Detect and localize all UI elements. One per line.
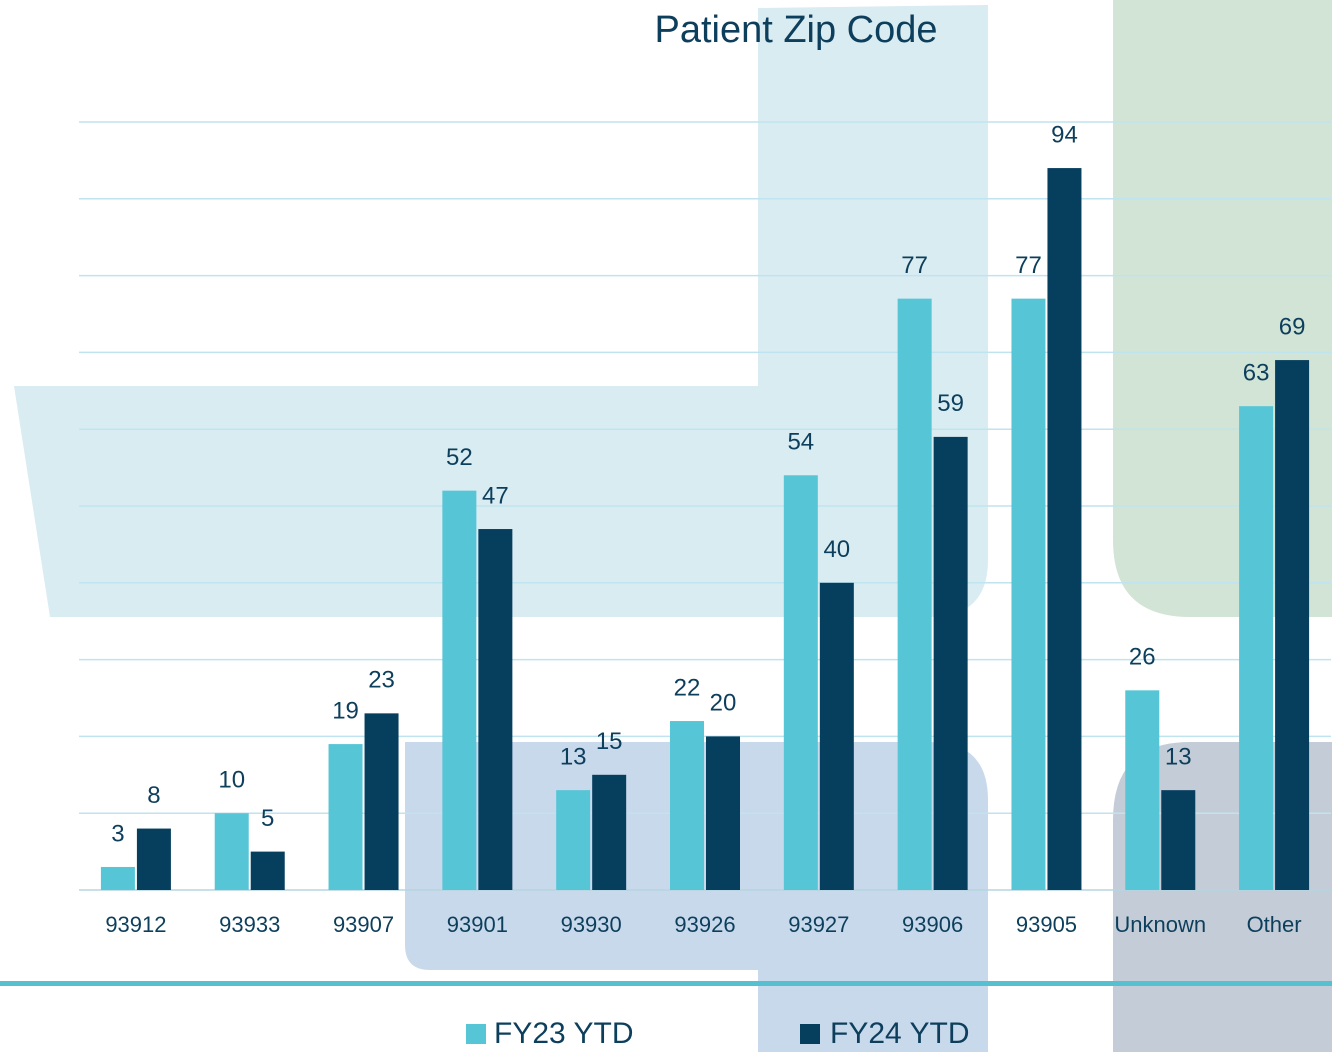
data-label: 69 — [1279, 313, 1306, 340]
x-tick-label: Unknown — [1114, 912, 1206, 937]
data-label: 77 — [1015, 252, 1042, 279]
bar — [670, 721, 704, 890]
bar — [1125, 690, 1160, 890]
x-tick-label: 93912 — [105, 912, 166, 937]
x-tick-label: Other — [1247, 912, 1302, 937]
data-label: 13 — [560, 744, 587, 771]
bar — [592, 774, 627, 890]
x-tick-label: 93927 — [788, 912, 849, 937]
data-label: 54 — [787, 429, 814, 456]
bar — [250, 851, 285, 890]
legend-swatch — [800, 1024, 820, 1044]
bar — [1239, 406, 1274, 890]
x-tick-label: 93905 — [1016, 912, 1077, 937]
data-label: 5 — [261, 805, 274, 832]
bar — [1275, 360, 1310, 891]
data-label: 15 — [596, 728, 623, 755]
bar — [136, 828, 171, 890]
bar — [214, 813, 249, 890]
x-tick-label: 93906 — [902, 912, 963, 937]
bar — [328, 744, 363, 890]
bar — [933, 436, 968, 890]
x-tick-label: 93901 — [447, 912, 508, 937]
bar — [783, 475, 818, 890]
bar — [1011, 298, 1046, 890]
data-label: 23 — [368, 667, 395, 694]
bar — [1047, 168, 1082, 890]
data-label: 52 — [446, 444, 473, 471]
bar — [556, 790, 591, 890]
data-label: 20 — [710, 690, 737, 717]
x-tick-label: 93926 — [674, 912, 735, 937]
x-tick-label: 93907 — [333, 912, 394, 937]
data-label: 47 — [482, 482, 509, 509]
legend-label: FY23 YTD — [494, 1017, 634, 1050]
bar — [706, 736, 740, 890]
data-label: 13 — [1165, 744, 1192, 771]
bar — [442, 490, 477, 890]
bar — [100, 866, 135, 890]
divider — [0, 981, 1332, 986]
legend-label: FY24 YTD — [830, 1017, 970, 1050]
x-tick-label: 93933 — [219, 912, 280, 937]
data-label: 8 — [147, 782, 160, 809]
data-label: 19 — [332, 697, 359, 724]
data-label: 59 — [937, 390, 964, 417]
data-label: 3 — [111, 820, 124, 847]
bar — [1161, 790, 1196, 890]
data-label: 22 — [674, 674, 701, 701]
data-label: 94 — [1051, 121, 1078, 148]
legend-swatch — [466, 1024, 486, 1044]
bar — [364, 713, 399, 890]
data-label: 10 — [218, 767, 245, 794]
data-label: 40 — [823, 536, 850, 563]
chart-title: Patient Zip Code — [654, 9, 937, 51]
data-label: 77 — [901, 252, 928, 279]
bar — [897, 298, 932, 890]
bg-shape-blue — [14, 5, 988, 617]
x-tick-label: 93930 — [561, 912, 622, 937]
data-label: 63 — [1243, 360, 1270, 387]
bar — [478, 529, 513, 890]
data-label: 26 — [1129, 644, 1156, 671]
bar — [819, 582, 854, 890]
